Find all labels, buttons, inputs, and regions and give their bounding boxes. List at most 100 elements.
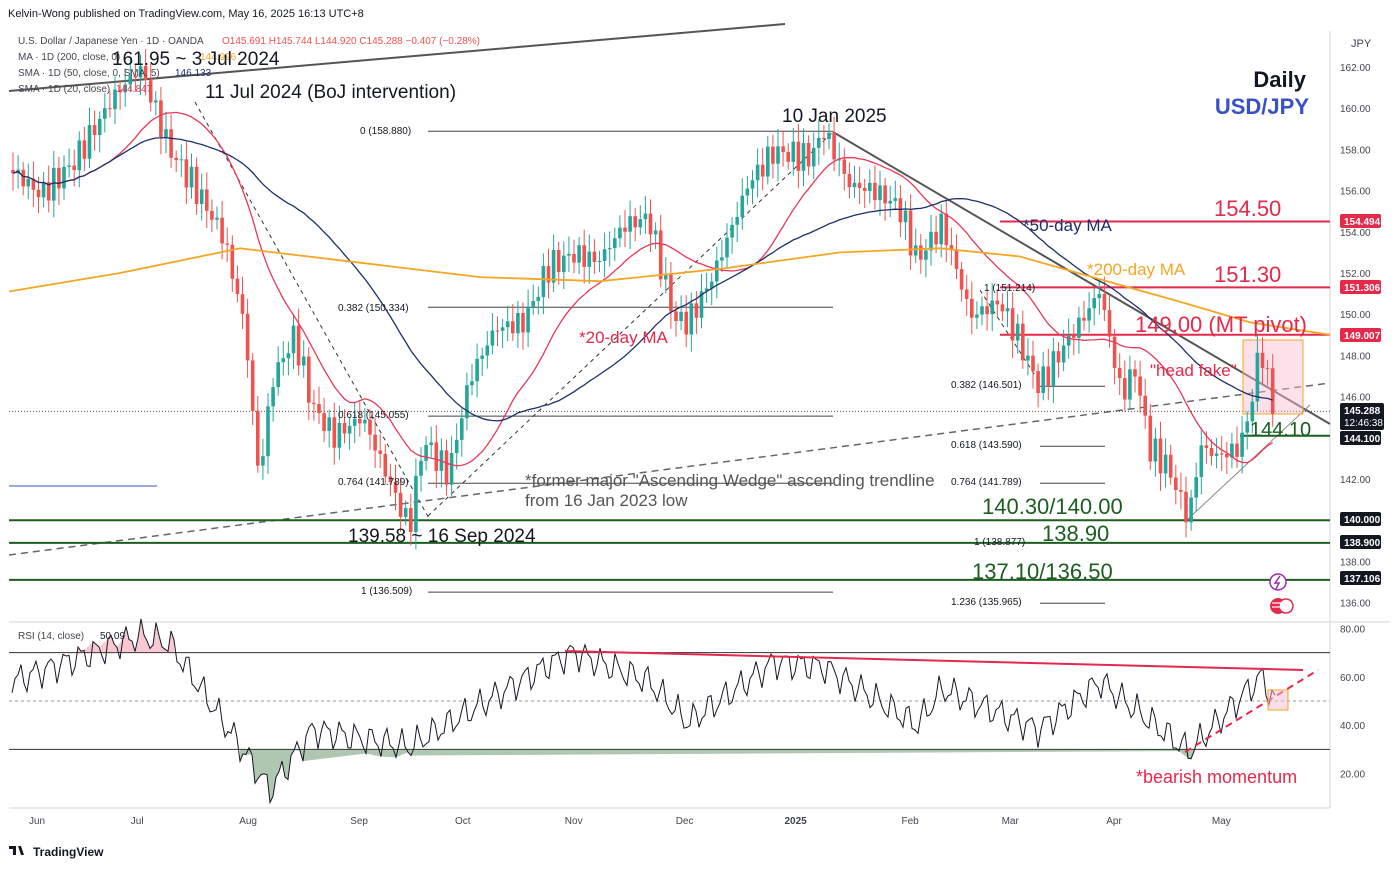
candle-body xyxy=(92,125,97,135)
flash-icon[interactable] xyxy=(1269,573,1287,591)
candle-body xyxy=(337,423,342,448)
ma200-legend[interactable]: MA · 1D (200, close, 0) xyxy=(18,52,120,63)
candle-body xyxy=(1061,345,1066,363)
month-tick: May xyxy=(1212,816,1231,827)
sma50-legend-value: 146.133 xyxy=(175,68,212,79)
candle-body xyxy=(495,330,500,332)
candle-body xyxy=(1204,445,1209,448)
price-tick: 136.00 xyxy=(1340,599,1371,610)
candle-body xyxy=(31,178,36,190)
candle-body xyxy=(1138,376,1142,396)
candle-body xyxy=(342,423,347,434)
candle-body xyxy=(1051,351,1056,386)
candle-body xyxy=(322,413,326,431)
price-tick: 154.00 xyxy=(1340,228,1371,239)
rsi-legend-value: 50.09 xyxy=(100,631,125,642)
month-tick: Sep xyxy=(350,816,368,827)
rsi-legend[interactable]: RSI (14, close) xyxy=(18,631,84,642)
rsi-pane[interactable] xyxy=(9,625,1330,808)
candle-body xyxy=(745,188,750,196)
candle-body xyxy=(888,200,892,204)
rsi-tick: 80.00 xyxy=(1340,624,1365,635)
candle-body xyxy=(1010,308,1015,341)
symbol-line[interactable]: U.S. Dollar / Japanese Yen · 1D · OANDA xyxy=(18,36,204,47)
ma200-legend-value: 144.996 xyxy=(200,52,237,63)
rsi-tick: 60.00 xyxy=(1340,673,1365,684)
candle-body xyxy=(414,475,418,533)
candle-body xyxy=(449,453,454,485)
candle-body xyxy=(551,250,556,283)
candle-body xyxy=(291,325,296,354)
candle-body xyxy=(317,404,321,414)
candle-body xyxy=(776,146,780,164)
candle-body xyxy=(664,274,668,280)
publish-line: Kelvin-Wong published on TradingView.com… xyxy=(8,8,364,20)
candle-body xyxy=(1189,497,1193,523)
sma20-legend[interactable]: SMA · 1D (20, close) xyxy=(18,84,110,95)
candle-body xyxy=(852,182,857,188)
candle-body xyxy=(536,296,541,301)
price-tick: 148.00 xyxy=(1340,351,1371,362)
svg-text:137.106: 137.106 xyxy=(1344,574,1381,585)
month-tick: Jun xyxy=(29,816,45,827)
candle-body xyxy=(898,198,903,223)
candle-body xyxy=(862,187,867,191)
candle-body xyxy=(245,313,250,361)
candle-body xyxy=(628,216,632,232)
candle-body xyxy=(1102,293,1107,311)
candle-body xyxy=(720,257,724,261)
candle-body xyxy=(735,217,739,225)
candle-body xyxy=(1148,415,1153,462)
candle-body xyxy=(148,80,153,103)
candle-body xyxy=(286,353,291,359)
candle-body xyxy=(179,159,184,161)
candle-body xyxy=(1265,367,1270,369)
candle-body xyxy=(643,213,648,220)
wedge-trendline xyxy=(8,382,1331,556)
candle-body xyxy=(301,356,306,366)
candle-body xyxy=(1168,454,1173,478)
candle-body xyxy=(755,164,760,181)
candle-body xyxy=(1087,308,1091,321)
candle-body xyxy=(796,141,801,171)
candle-body xyxy=(975,314,979,318)
candle-body xyxy=(383,454,388,477)
candle-body xyxy=(57,167,61,189)
candle-body xyxy=(567,253,571,256)
candle-body xyxy=(949,245,954,250)
candle-body xyxy=(653,230,658,235)
svg-text:144.100: 144.100 xyxy=(1344,434,1381,445)
sma50-legend[interactable]: SMA · 1D (50, close, 0, SMA, 5) xyxy=(18,68,160,79)
candle-body xyxy=(638,219,643,228)
candle-body xyxy=(11,170,15,174)
jan-annotation: 10 Jan 2025 xyxy=(782,106,887,127)
candle-body xyxy=(164,129,168,138)
candle-body xyxy=(276,362,280,388)
candle-body xyxy=(1021,323,1025,361)
candle-body xyxy=(771,146,775,164)
sma50-line xyxy=(12,136,1273,422)
candle-body xyxy=(531,301,535,307)
fib-382-a: 0.382 (150.334) xyxy=(338,303,409,314)
candle-body xyxy=(429,442,433,445)
candle-body xyxy=(970,298,974,318)
candle-body xyxy=(240,294,245,314)
candle-body xyxy=(837,159,841,161)
candle-body xyxy=(669,274,673,312)
candle-body xyxy=(572,253,576,263)
svg-text:151.306: 151.306 xyxy=(1344,283,1381,294)
month-tick: Nov xyxy=(565,816,583,827)
candle-body xyxy=(159,100,163,138)
candle-body xyxy=(1097,293,1102,299)
candle-body xyxy=(199,189,204,204)
currency-label[interactable]: JPY xyxy=(1351,38,1372,50)
candle-body xyxy=(154,100,158,103)
us-flag-event-icon[interactable] xyxy=(1270,598,1294,614)
candle-body xyxy=(980,306,984,315)
price-pane[interactable] xyxy=(9,31,1330,619)
candle-body xyxy=(347,425,352,434)
month-tick: Dec xyxy=(676,816,694,827)
candle-body xyxy=(296,325,301,366)
